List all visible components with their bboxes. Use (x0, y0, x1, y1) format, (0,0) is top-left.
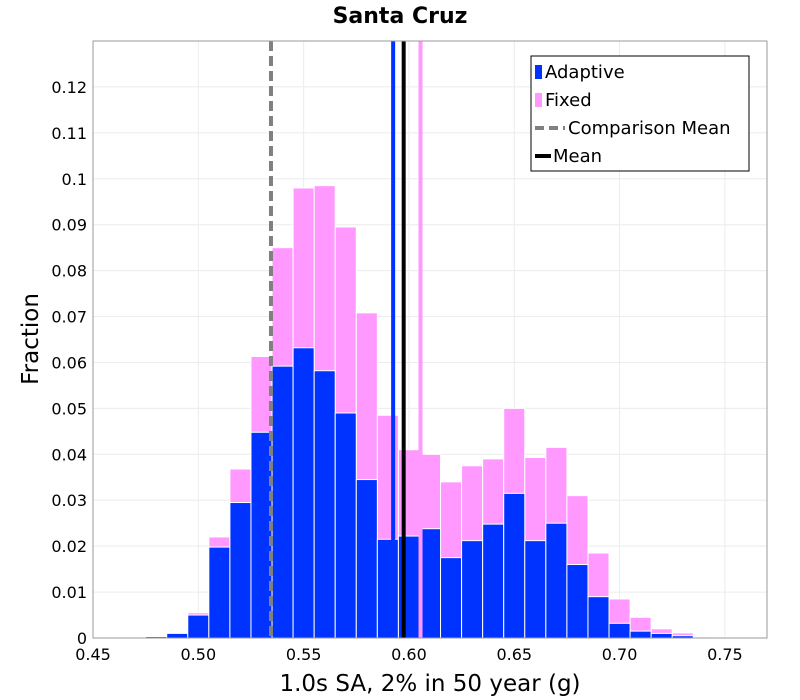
y-tick-label: 0.1 (62, 170, 87, 189)
x-tick-label: 0.55 (286, 645, 322, 664)
x-tick-label: 0.45 (75, 645, 111, 664)
legend-label: Fixed (545, 90, 592, 111)
adaptive-bar (208, 546, 231, 639)
adaptive-bar (229, 502, 252, 639)
adaptive-bar (418, 528, 442, 639)
legend-box (530, 55, 750, 172)
y-tick-label: 0.11 (51, 124, 87, 143)
y-tick-label: 0.09 (51, 216, 87, 235)
legend-swatch (535, 65, 542, 79)
legend: Adaptive Fixed Comparison Mean Mean (530, 55, 750, 172)
bars (145, 185, 736, 639)
adaptive-bar (608, 622, 631, 639)
adaptive-bar (313, 370, 336, 639)
y-axis-title: Fraction (18, 293, 44, 385)
y-tick-label: 0.04 (51, 445, 87, 464)
adaptive-bar (524, 540, 547, 639)
y-tick-label: 0.12 (51, 78, 87, 97)
y-axis-ticks: 0 0.01 0.02 0.03 0.04 0.05 0.06 0.07 0.08 0.09 0.1… (51, 78, 87, 648)
adaptive-bar (482, 523, 505, 639)
y-tick-label: 0.07 (51, 308, 87, 327)
legend-label: Mean (553, 146, 602, 167)
y-tick-label: 0.02 (51, 537, 87, 556)
adaptive-bar (166, 632, 189, 639)
mean-lines (268, 41, 423, 638)
adaptive-bar (397, 535, 420, 639)
adaptive-bar (250, 431, 273, 639)
legend-label: Comparison Mean (568, 118, 731, 139)
adaptive-bar (587, 596, 610, 639)
y-tick-label: 0.06 (51, 353, 87, 372)
adaptive-bar (545, 522, 568, 639)
adaptive-bar (376, 538, 399, 639)
adaptive-bar (461, 540, 484, 639)
adaptive-bar (292, 347, 315, 639)
x-axis-title: 1.0s SA, 2% in 50 year (g) (279, 671, 580, 697)
adaptive-bar (566, 564, 589, 639)
plot-frame (92, 40, 768, 639)
x-axis-ticks: 0.45 0.50 0.55 0.60 0.65 0.70 0.75 (75, 645, 743, 664)
x-tick-label: 0.60 (391, 645, 427, 664)
adaptive-bar (187, 614, 210, 639)
x-tick-label: 0.65 (496, 645, 532, 664)
adaptive-bar (503, 492, 526, 639)
y-tick-label: 0.05 (51, 399, 87, 418)
x-tick-label: 0.70 (602, 645, 638, 664)
adaptive-bar (629, 630, 652, 639)
y-tick-label: 0 (77, 629, 87, 648)
adaptive-bar (334, 412, 357, 639)
adaptive-bar (650, 632, 673, 639)
x-tick-label: 0.50 (181, 645, 217, 664)
adaptive-bar (271, 365, 294, 639)
adaptive-bar (355, 479, 378, 639)
adaptive-bar (440, 557, 463, 639)
x-tick-label: 0.75 (707, 645, 743, 664)
legend-swatch (535, 93, 542, 107)
y-tick-label: 0.01 (51, 583, 87, 602)
legend-label: Adaptive (545, 62, 625, 83)
chart-title: Santa Cruz (333, 4, 468, 29)
y-tick-label: 0.03 (51, 491, 87, 510)
y-tick-label: 0.08 (51, 262, 87, 281)
